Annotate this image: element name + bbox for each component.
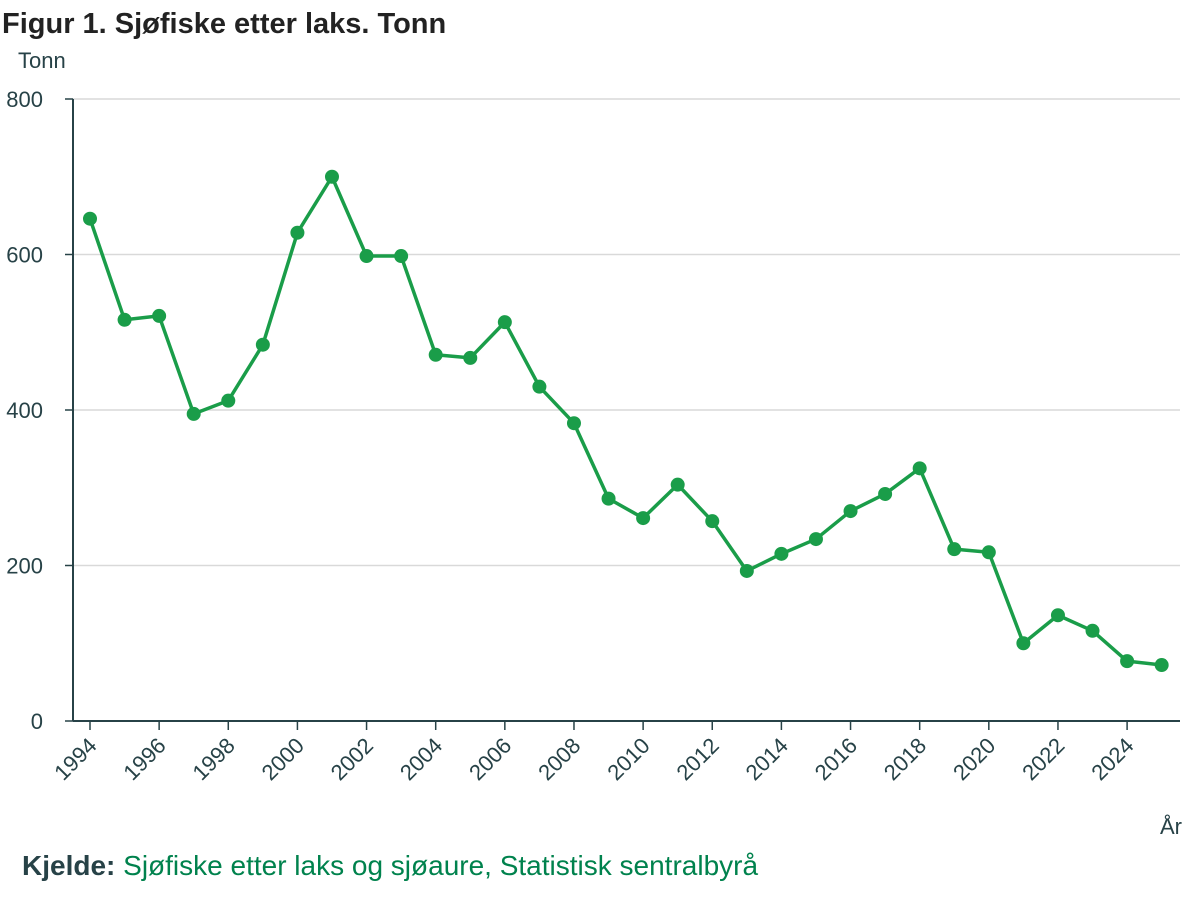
- data-point: [601, 491, 616, 506]
- data-point: [774, 546, 789, 561]
- data-point: [947, 542, 962, 557]
- data-point: [1120, 654, 1135, 669]
- data-point: [739, 563, 754, 578]
- y-tick-label: 200: [6, 554, 43, 579]
- data-point: [221, 393, 236, 408]
- x-tick-label: 2020: [948, 733, 1000, 785]
- y-tick-label: 800: [6, 87, 43, 112]
- x-tick-label: 2008: [533, 733, 585, 785]
- data-point: [463, 350, 478, 365]
- x-tick-label: 2006: [464, 733, 516, 785]
- data-point: [394, 249, 409, 264]
- y-axis-title: Tonn: [18, 48, 66, 73]
- data-point: [566, 416, 581, 431]
- source-label: Kjelde:: [22, 850, 116, 881]
- data-point: [878, 486, 893, 501]
- y-tick-label: 600: [6, 243, 43, 268]
- source-link[interactable]: Sjøfiske etter laks og sjøaure, Statisti…: [123, 850, 759, 881]
- data-point: [532, 379, 547, 394]
- data-point: [324, 169, 339, 184]
- data-point: [670, 477, 685, 492]
- x-tick-label: 1996: [118, 733, 170, 785]
- data-point: [1050, 608, 1065, 623]
- source-note: Kjelde: Sjøfiske etter laks og sjøaure, …: [22, 850, 758, 882]
- x-tick-label: 1998: [188, 733, 240, 785]
- data-point: [117, 312, 132, 327]
- line-chart: 0 200 400 600 800 1994 1996 1998 2000 2002 2004 200…: [6, 48, 1182, 839]
- data-point: [497, 315, 512, 330]
- data-point: [636, 511, 651, 526]
- x-axis-title: År: [1160, 814, 1182, 839]
- chart-title: Figur 1. Sjøfiske etter laks. Tonn: [2, 8, 447, 40]
- data-point: [705, 514, 720, 529]
- data-point: [843, 504, 858, 519]
- x-tick-label: 2000: [257, 733, 309, 785]
- data-point: [152, 308, 167, 323]
- y-tick-label: 400: [6, 398, 43, 423]
- x-tick-label: 1994: [49, 733, 101, 785]
- x-tick-label: 2004: [395, 733, 447, 785]
- data-point: [981, 545, 996, 560]
- data-point: [255, 337, 270, 352]
- data-point: [808, 532, 823, 547]
- data-point: [186, 406, 201, 421]
- x-tick-label: 2012: [672, 733, 724, 785]
- y-tick-label: 0: [31, 709, 43, 734]
- data-point: [1154, 658, 1169, 673]
- data-point: [428, 347, 443, 362]
- x-tick-label: 2014: [741, 733, 793, 785]
- data-point: [1085, 623, 1100, 638]
- x-tick-label: 2002: [326, 733, 378, 785]
- x-tick-label: 2022: [1017, 733, 1069, 785]
- x-tick-label: 2018: [879, 733, 931, 785]
- data-point: [1016, 636, 1031, 651]
- data-point: [359, 249, 374, 264]
- x-tick-label: 2010: [602, 733, 654, 785]
- data-point: [290, 225, 305, 240]
- data-point: [912, 461, 927, 476]
- x-tick-label: 2024: [1086, 733, 1138, 785]
- data-point: [83, 211, 97, 226]
- series-line: [88, 175, 1162, 667]
- x-tick-label: 2016: [810, 733, 862, 785]
